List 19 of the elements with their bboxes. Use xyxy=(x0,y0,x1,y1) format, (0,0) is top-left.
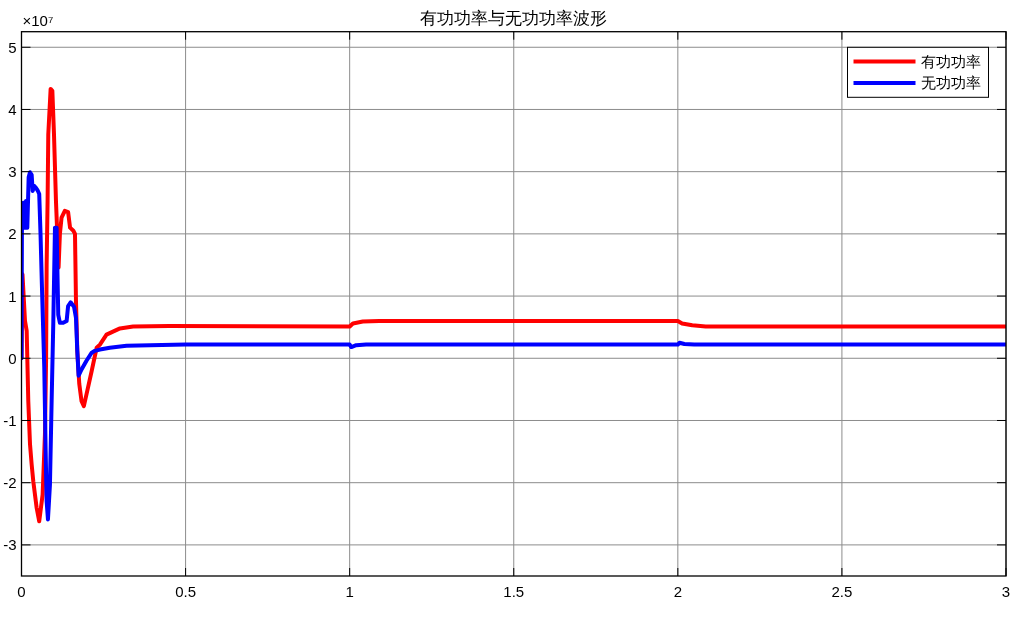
y-tick-label: -2 xyxy=(3,474,17,492)
legend-label: 无功功率 xyxy=(920,75,981,92)
y-tick-label: -1 xyxy=(3,411,17,429)
x-tick-label: 2 xyxy=(673,583,683,600)
x-tick-label: 3 xyxy=(1001,583,1011,600)
legend-label: 有功功率 xyxy=(920,53,981,70)
y-tick-label: 3 xyxy=(8,163,17,181)
text: ×10⁷ xyxy=(22,12,54,29)
x-tick-label: 1.5 xyxy=(503,583,525,600)
y-tick-label: 0 xyxy=(8,349,17,367)
chart-title: 有功功率与无功功率波形 xyxy=(420,9,608,28)
y-tick-label: 2 xyxy=(8,225,17,243)
y-tick-label: -3 xyxy=(3,536,17,554)
y-tick-label: 4 xyxy=(8,100,17,118)
x-tick-label: 1 xyxy=(345,583,354,600)
x-tick-label: 0.5 xyxy=(175,583,197,600)
y-tick-label: 1 xyxy=(8,287,17,305)
x-tick-label: 2.5 xyxy=(831,583,853,600)
y-tick-label: 5 xyxy=(8,38,17,56)
